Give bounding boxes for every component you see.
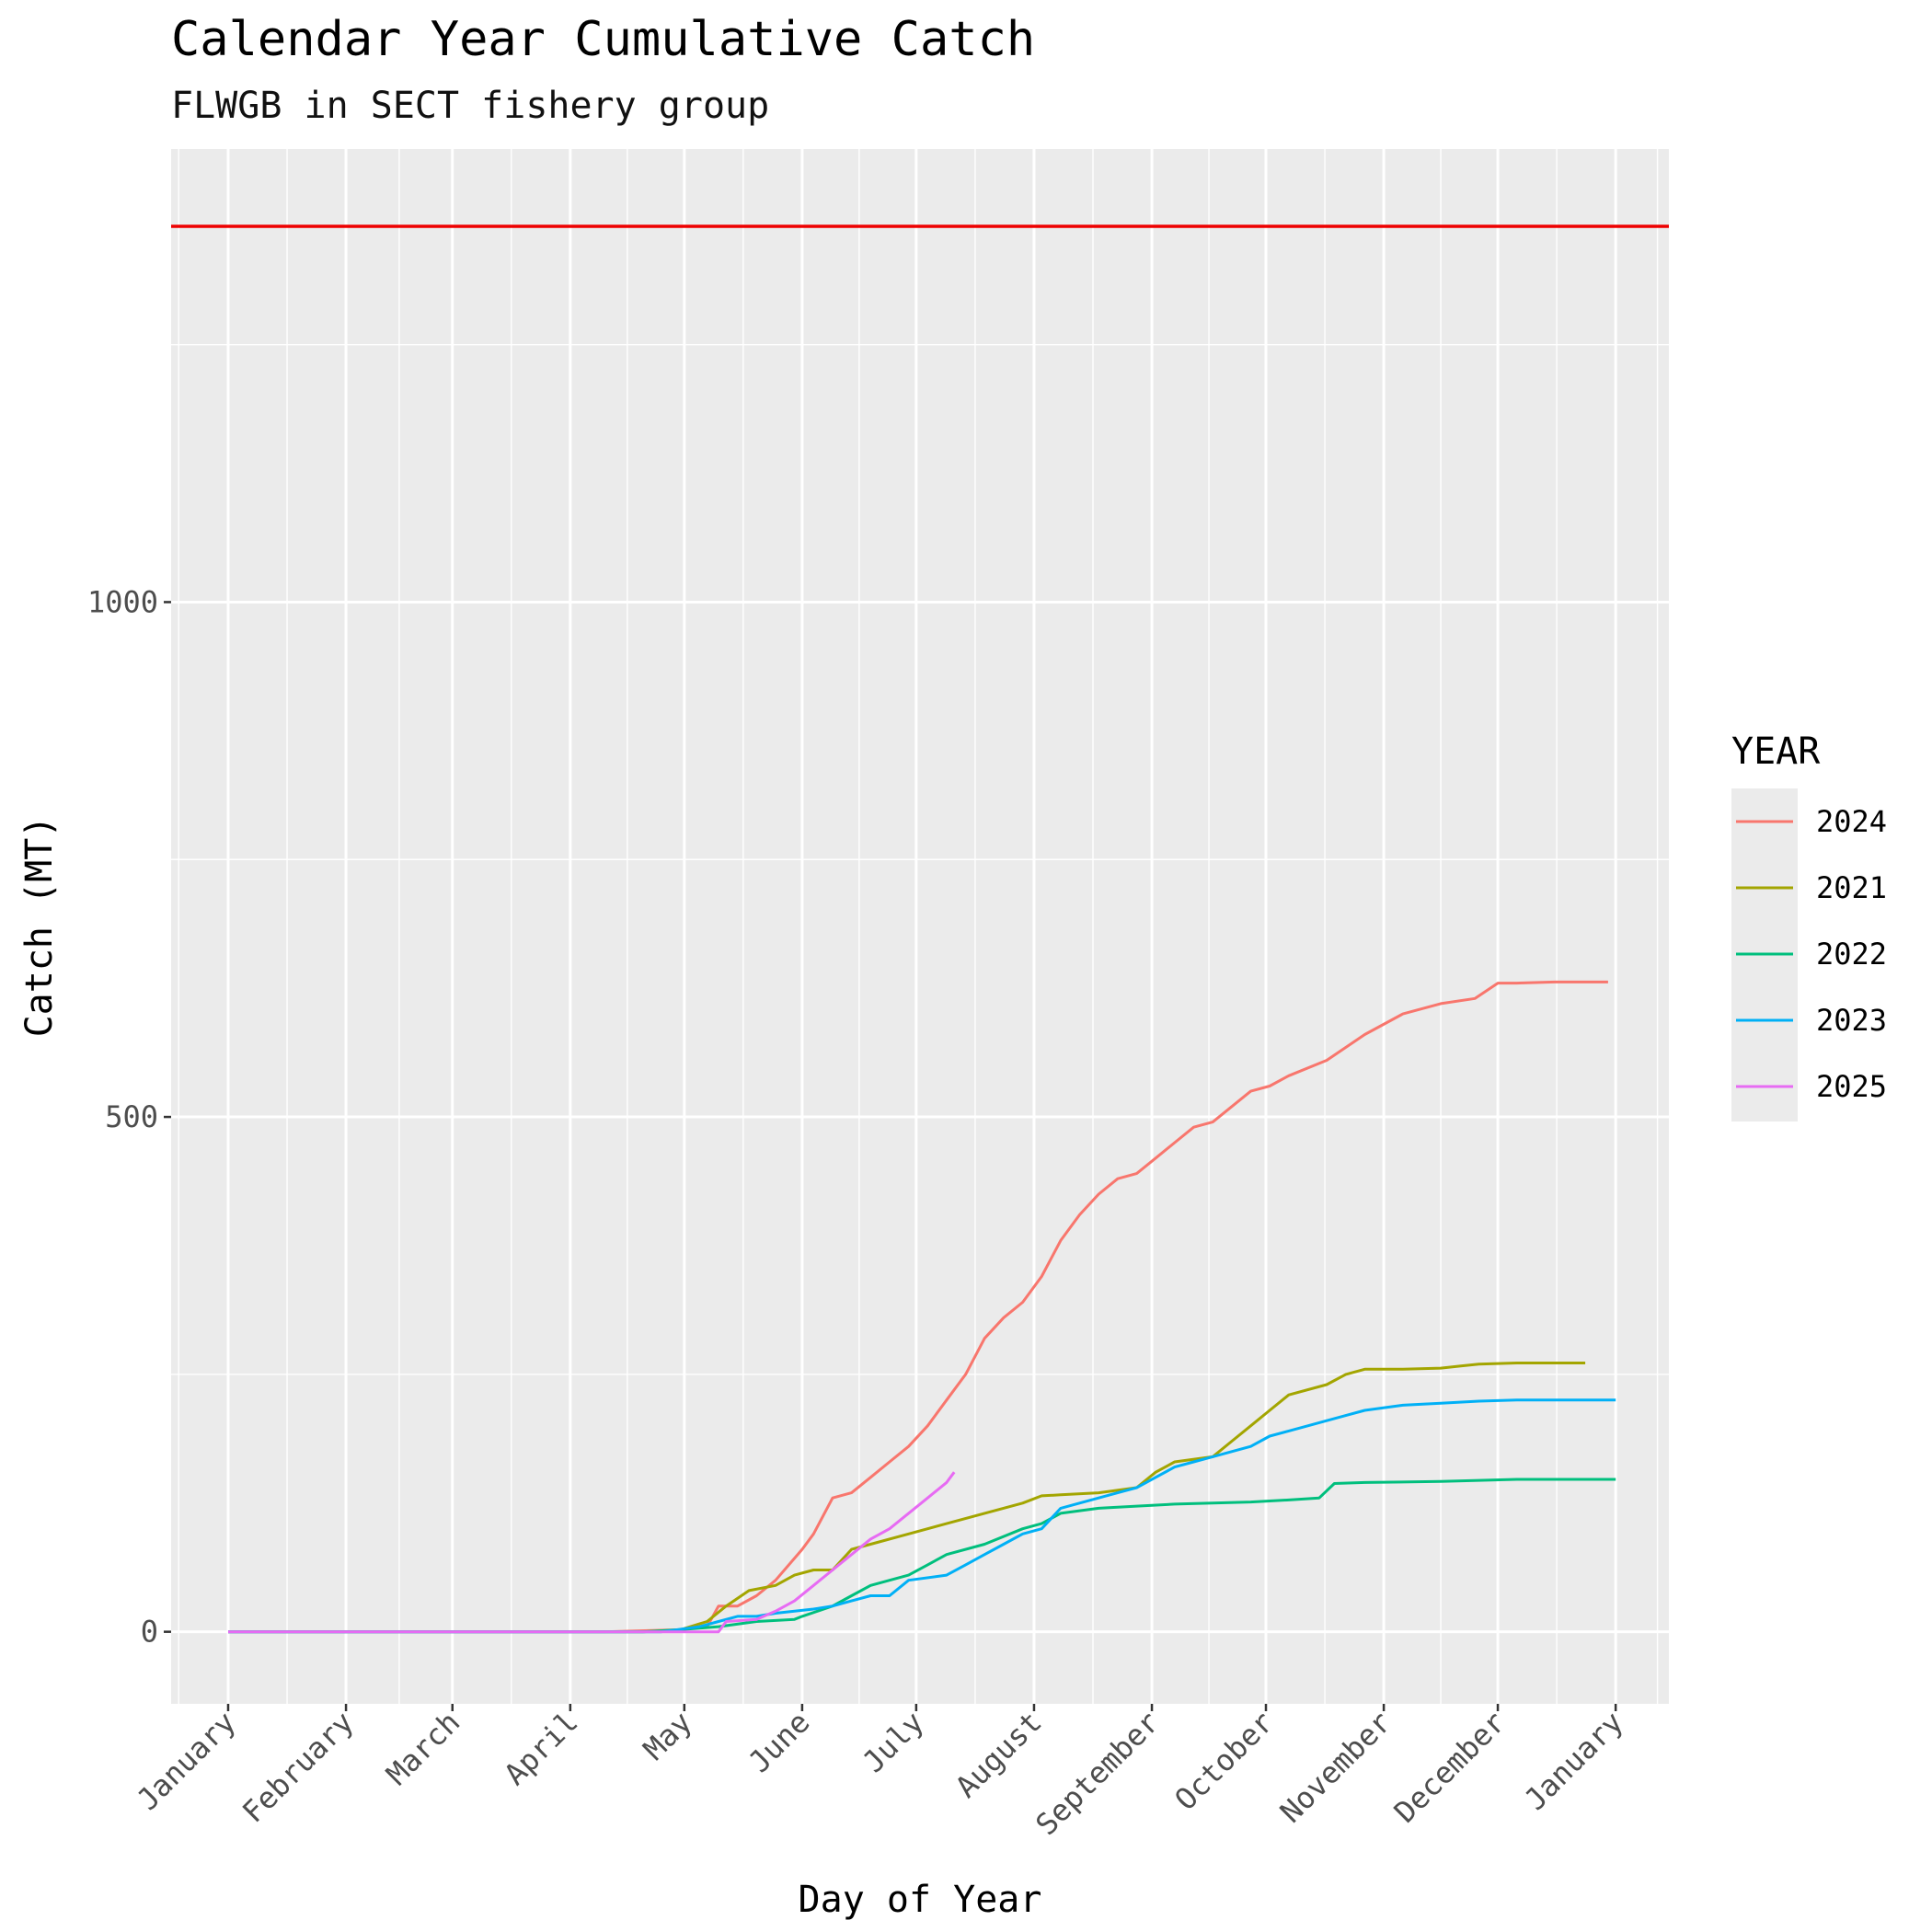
x-tick-label: December	[1387, 1705, 1512, 1830]
chart-subtitle: FLWGB in SECT fishery group	[171, 85, 769, 127]
series-lines	[228, 980, 1616, 1634]
chart-title: Calendar Year Cumulative Catch	[171, 12, 1035, 67]
legend: YEAR 2024 2021 2022 2023 2025	[1731, 730, 1887, 1121]
legend-label-2025: 2025	[1816, 1069, 1887, 1104]
x-tick-label: September	[1029, 1705, 1166, 1842]
series-line-2024	[228, 980, 1608, 1634]
x-tick-label: August	[949, 1705, 1049, 1805]
x-tick-label: July	[856, 1705, 930, 1779]
y-axis-title: Catch (MT)	[18, 816, 61, 1038]
series-line-2021	[228, 1362, 1586, 1634]
plot-panel	[171, 149, 1669, 1704]
series-line-2022	[228, 1478, 1616, 1634]
y-tick-label: 1000	[87, 584, 158, 619]
x-tick-label: January	[1518, 1705, 1630, 1817]
series-line-2023	[228, 1398, 1616, 1634]
legend-label-2024: 2024	[1816, 804, 1887, 839]
x-tick-label: November	[1273, 1705, 1398, 1830]
legend-title: YEAR	[1731, 730, 1821, 773]
grid-minor	[171, 149, 1669, 1704]
y-axis: 0 500 1000	[87, 584, 171, 1650]
y-tick-label: 0	[141, 1615, 158, 1650]
y-tick-label: 500	[105, 1099, 158, 1134]
series-line-2025	[228, 1471, 956, 1634]
legend-label-2022: 2022	[1816, 937, 1887, 972]
x-tick-label: October	[1167, 1705, 1280, 1817]
legend-label-2023: 2023	[1816, 1003, 1887, 1038]
legend-label-2021: 2021	[1816, 870, 1887, 905]
x-tick-label: February	[236, 1705, 361, 1830]
x-tick-label: March	[379, 1705, 466, 1792]
x-axis-title: Day of Year	[799, 1879, 1042, 1921]
x-tick-label: April	[498, 1705, 585, 1792]
x-tick-label: May	[637, 1705, 699, 1767]
x-tick-label: June	[742, 1705, 816, 1779]
x-tick-label: January	[130, 1705, 242, 1817]
